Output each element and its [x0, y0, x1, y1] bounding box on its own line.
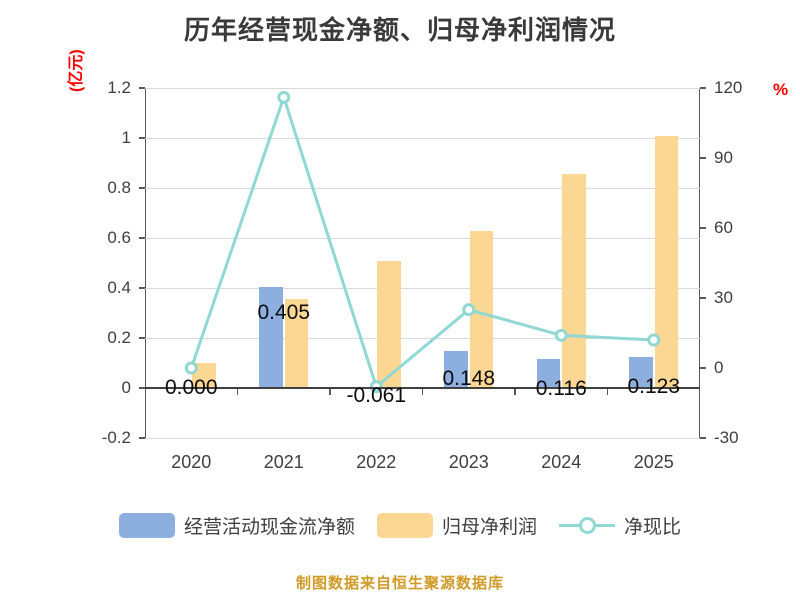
legend-item-label: 经营活动现金流净额: [183, 517, 355, 538]
axis-tick: [139, 337, 145, 339]
axis-tick: [329, 388, 331, 395]
axis-tick: [700, 157, 706, 159]
data-label: 0.148: [442, 367, 496, 390]
bar: [629, 357, 653, 388]
bar: [284, 299, 309, 388]
axis-tick: [139, 187, 145, 189]
bar: [536, 359, 561, 388]
data-label: 0.000: [164, 376, 218, 399]
legend-item-label: 净现比: [624, 517, 682, 538]
grid-line: [145, 88, 700, 89]
legend-item-net-cash-ratio[interactable]: 净现比: [559, 512, 681, 539]
x-axis-tick-label: 2024: [541, 452, 582, 472]
bar: [469, 230, 494, 388]
axis-tick: [236, 388, 239, 395]
axis-tick: [514, 388, 516, 395]
legend: 经营活动现金流净额 归母净利润 净现比: [0, 512, 800, 539]
left-axis-tick-label: 0.4: [107, 278, 131, 297]
right-axis-line: [699, 88, 700, 438]
grid-line: [145, 438, 700, 439]
axis-tick: [139, 437, 145, 439]
axis-tick: [700, 227, 706, 229]
grid-line: [145, 288, 700, 289]
line-marker: [554, 328, 568, 342]
left-axis-tick-label: 0: [121, 378, 131, 397]
x-axis-tick-label: 2022: [356, 452, 397, 472]
axis-tick: [139, 137, 145, 139]
left-axis-unit-label: (亿元): [68, 49, 85, 92]
right-axis-tick-label: 30: [714, 288, 733, 307]
axis-tick: [139, 87, 145, 89]
axis-tick: [139, 237, 145, 239]
data-label: 0.405: [257, 300, 311, 324]
line-path: [189, 95, 654, 389]
grid-line: [145, 138, 700, 139]
axis-tick: [139, 287, 145, 289]
x-axis-tick-label: 2020: [171, 452, 212, 472]
axis-tick: [139, 387, 145, 389]
axis-tick: [421, 388, 424, 395]
grid-line: [145, 238, 700, 239]
page-title: 历年经营现金净额、归母净利润情况: [183, 15, 616, 45]
right-axis-tick-label: 0: [714, 358, 724, 377]
right-axis-tick-label: 60: [714, 218, 733, 237]
right-axis-unit-label: %: [773, 80, 789, 99]
left-axis-line: [145, 88, 146, 438]
legend-swatch-icon: [118, 513, 175, 538]
data-label: 0.116: [535, 377, 587, 400]
axis-tick: [700, 367, 706, 369]
grid-line: [145, 188, 700, 189]
zero-baseline: [145, 387, 700, 389]
plot-area: [139, 87, 706, 439]
bar: [192, 363, 216, 388]
x-axis-tick-label: 2023: [448, 452, 489, 472]
x-axis-tick-label: 2025: [633, 452, 674, 472]
right-axis-tick-label: 90: [714, 148, 733, 167]
data-label: 0.123: [627, 375, 681, 399]
legend-line-marker-icon: [559, 513, 615, 538]
legend-swatch-icon: [376, 513, 433, 538]
right-axis-tick-label: -30: [714, 428, 739, 447]
source-note: 制图数据来自恒生聚源数据库: [295, 575, 504, 592]
line-marker: [647, 333, 661, 347]
bar: [377, 260, 401, 388]
right-axis-tick-label: 120: [714, 78, 743, 97]
axis-tick: [700, 437, 706, 439]
left-axis-tick-label: 0.2: [107, 328, 131, 347]
left-axis-tick-label: 1: [121, 128, 131, 147]
left-axis-tick-label: 0.6: [107, 228, 131, 247]
x-axis-tick-label: 2021: [263, 452, 304, 472]
left-axis-tick-label: 0.8: [107, 178, 131, 197]
line-marker: [369, 380, 383, 394]
line-marker: [277, 90, 291, 104]
bar: [444, 351, 468, 388]
left-axis-tick-label: 1.2: [107, 78, 131, 97]
line-marker: [184, 361, 198, 375]
left-axis-tick-label: -0.2: [101, 428, 131, 447]
legend-item-label: 归母净利润: [441, 517, 537, 538]
grid-line: [145, 338, 700, 339]
axis-tick: [606, 388, 609, 395]
axis-tick: [700, 87, 706, 89]
line-marker: [462, 303, 476, 317]
axis-tick: [700, 297, 706, 299]
data-label: -0.061: [346, 384, 407, 407]
legend-item-operating-cashflow[interactable]: 经营活动现金流净额: [118, 512, 355, 539]
legend-item-net-profit[interactable]: 归母净利润: [376, 512, 537, 539]
bar: [654, 135, 679, 388]
bar: [259, 286, 283, 388]
line-series-netcash-ratio: [184, 90, 661, 394]
